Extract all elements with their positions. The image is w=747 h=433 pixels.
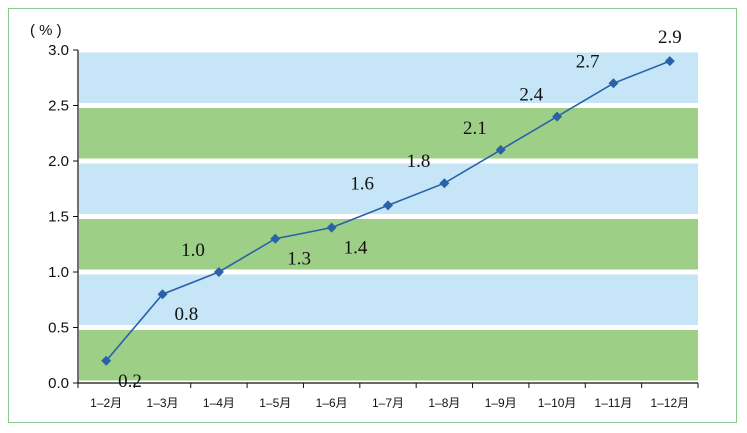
data-point (552, 111, 563, 122)
x-tick-label: 1–9月 (485, 396, 517, 410)
x-tick-label: 1–12月 (650, 396, 689, 410)
band-0 (79, 330, 698, 381)
data-point (326, 222, 337, 233)
x-tick-label: 1–2月 (90, 396, 122, 410)
y-tick-label: 0.5 (48, 320, 69, 337)
data-label: 0.2 (118, 371, 142, 392)
data-point (495, 144, 506, 155)
data-point (383, 200, 393, 211)
y-tick-label: 0.0 (48, 375, 69, 392)
y-tick-label: 2.5 (48, 98, 69, 115)
data-point (101, 355, 112, 366)
y-tick-label: 2.0 (48, 153, 69, 170)
band-1 (79, 274, 698, 325)
x-ticks: 1–2月 1–3月 1–4月 1–5月 1–6月 1–7月 1–8月 1–9月 1–10月 1–1… (77, 383, 699, 410)
data-point (664, 56, 675, 67)
data-label: 1.4 (344, 238, 368, 259)
x-tick-label: 1–7月 (372, 396, 404, 410)
data-markers (101, 56, 675, 366)
data-label: 1.3 (287, 249, 311, 270)
data-point (439, 178, 450, 189)
data-label: 0.8 (175, 304, 199, 325)
x-tick-label: 1–6月 (316, 396, 348, 410)
y-unit-label: ( % ) (30, 22, 62, 39)
x-tick-label: 1–5月 (259, 396, 291, 410)
background-bands (79, 52, 698, 381)
band-4 (79, 108, 698, 159)
data-label: 2.9 (658, 27, 682, 48)
data-point (213, 267, 224, 277)
band-5 (79, 52, 698, 103)
data-label: 1.6 (350, 173, 374, 194)
x-tick-label: 1–4月 (203, 396, 235, 410)
data-label: 2.1 (463, 118, 487, 139)
data-labels: 0.2 0.8 1.0 1.3 1.4 1.6 1.8 2.1 2.4 2.7 2.9 (118, 27, 682, 392)
data-label: 1.0 (181, 240, 205, 261)
x-tick-label: 1–10月 (538, 396, 577, 410)
y-tick-label: 1.0 (48, 264, 69, 281)
y-ticks: 0.0 0.5 1.0 1.5 2.0 2.5 3.0 (48, 42, 78, 392)
x-tick-label: 1–11月 (595, 396, 633, 410)
x-tick-label: 1–3月 (147, 396, 179, 410)
data-label: 1.8 (407, 151, 431, 172)
data-label: 2.7 (576, 51, 600, 72)
data-label: 2.4 (519, 85, 543, 106)
band-2 (79, 219, 698, 270)
y-tick-label: 3.0 (48, 42, 69, 59)
y-tick-label: 1.5 (48, 209, 69, 226)
data-point (608, 78, 619, 89)
x-tick-label: 1–8月 (428, 396, 460, 410)
data-point (270, 233, 281, 244)
data-point (157, 289, 168, 300)
